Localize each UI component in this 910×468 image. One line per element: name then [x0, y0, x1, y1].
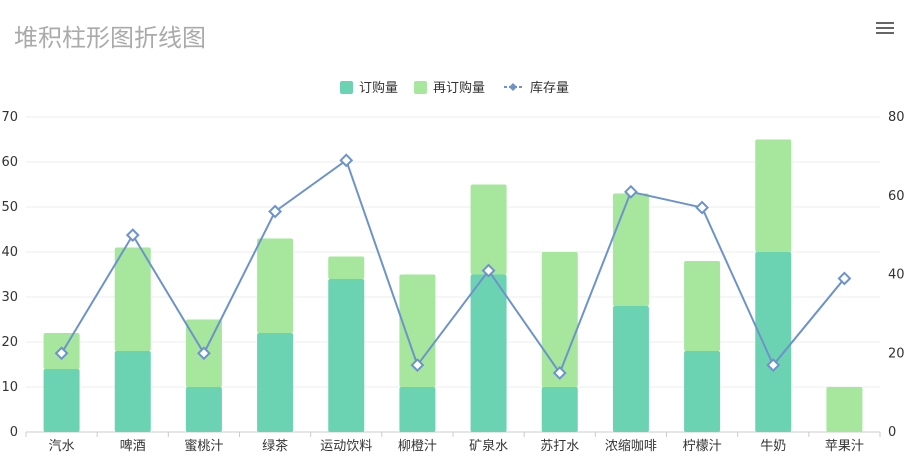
x-tick-label: 浓缩咖啡 — [605, 438, 657, 454]
bar-再订购量[interactable] — [257, 238, 294, 334]
x-tick-label: 柳橙汁 — [398, 439, 437, 454]
y-left-tick-label: 40 — [1, 245, 18, 260]
x-tick-label: 柠檬汁 — [683, 439, 722, 454]
legend-label[interactable]: 库存量 — [530, 80, 569, 96]
bar-再订购量[interactable] — [684, 261, 721, 351]
line-point[interactable] — [837, 271, 852, 286]
bar-订购量[interactable] — [684, 351, 721, 432]
x-tick-label: 蜜桃汁 — [184, 439, 223, 454]
line-point[interactable] — [552, 366, 567, 380]
y-left-tick-label: 60 — [1, 155, 18, 170]
legend-swatch[interactable] — [340, 81, 353, 94]
line-point[interactable] — [54, 346, 69, 361]
bar-再订购量[interactable] — [755, 139, 792, 253]
line-库存量 — [60, 158, 846, 376]
x-tick-label: 啤酒 — [120, 439, 146, 454]
bar-再订购量[interactable] — [612, 193, 649, 307]
bar-订购量[interactable] — [470, 274, 507, 433]
x-tick-label: 苏打水 — [540, 438, 579, 454]
line-point[interactable] — [410, 358, 425, 372]
line-point[interactable] — [624, 184, 638, 199]
line-point[interactable] — [197, 346, 211, 361]
bar-再订购量[interactable] — [114, 247, 151, 352]
bar-订购量[interactable] — [755, 252, 792, 432]
bar-再订购量[interactable] — [541, 252, 578, 387]
chart-title: 堆积柱形图折线图 — [14, 24, 206, 52]
bar-订购量[interactable] — [185, 387, 222, 432]
bar-再订购量[interactable] — [328, 256, 365, 280]
bar-再订购量[interactable] — [470, 184, 507, 275]
line-point[interactable] — [125, 228, 140, 243]
bar-订购量[interactable] — [114, 351, 151, 432]
bar-订购量[interactable] — [612, 306, 649, 432]
x-tick-label: 绿茶 — [262, 438, 288, 454]
y-right-tick-label: 0 — [888, 425, 896, 440]
x-tick-label: 运动饮料 — [320, 439, 372, 454]
x-tick-label: 汽水 — [49, 439, 75, 454]
legend-label[interactable]: 再订购量 — [433, 80, 485, 96]
line-point[interactable] — [481, 263, 496, 278]
y-left-tick-label: 30 — [1, 290, 18, 305]
bar-再订购量[interactable] — [399, 274, 436, 388]
x-tick-label: 矿泉水 — [469, 438, 508, 454]
line-point[interactable] — [339, 153, 354, 168]
y-right-tick-label: 80 — [888, 110, 905, 125]
legend-label[interactable]: 订购量 — [359, 80, 398, 96]
x-tick-label: 牛奶 — [760, 439, 786, 454]
bar-再订购量[interactable] — [826, 387, 863, 432]
line-point[interactable] — [268, 204, 282, 219]
x-tick-label: 苹果汁 — [825, 439, 864, 454]
legend-swatch[interactable] — [414, 81, 427, 94]
bar-订购量[interactable] — [541, 387, 578, 432]
bar-订购量[interactable] — [328, 279, 365, 432]
y-left-tick-label: 70 — [1, 110, 18, 125]
bar-订购量[interactable] — [43, 369, 80, 432]
y-right-tick-label: 20 — [888, 346, 905, 361]
y-left-tick-label: 0 — [10, 425, 18, 440]
y-right-tick-label: 60 — [888, 189, 905, 204]
y-left-tick-label: 50 — [1, 200, 18, 215]
menu-icon[interactable] — [876, 22, 894, 36]
y-right-tick-label: 40 — [888, 268, 905, 283]
y-left-tick-label: 10 — [1, 380, 18, 395]
bar-订购量[interactable] — [257, 333, 294, 432]
line-point[interactable] — [766, 358, 781, 372]
y-left-tick-label: 20 — [1, 335, 18, 350]
bar-订购量[interactable] — [399, 387, 436, 432]
line-point[interactable] — [695, 200, 709, 215]
legend-marker — [509, 83, 517, 91]
